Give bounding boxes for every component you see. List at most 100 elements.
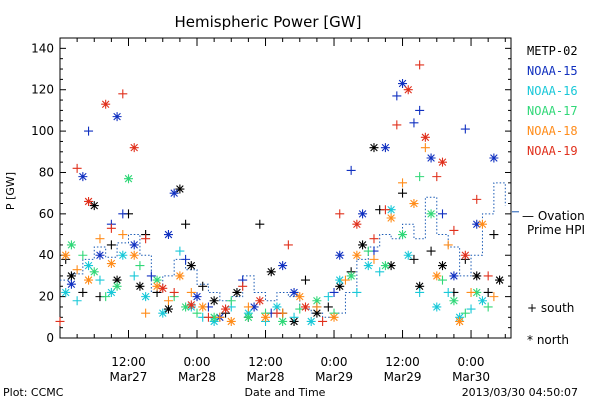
x-tick-time-label: 0:00 — [458, 355, 485, 369]
ovation-hpi-series — [60, 182, 519, 318]
south-marker — [415, 60, 425, 70]
south-marker — [289, 312, 299, 322]
south-marker — [409, 118, 419, 128]
north-marker — [175, 184, 185, 194]
north-marker — [426, 209, 436, 219]
north-marker — [432, 271, 442, 281]
north-marker — [289, 287, 299, 297]
north-marker — [261, 312, 271, 322]
south-marker — [78, 287, 88, 297]
legend-item: NOAA-16 — [527, 84, 578, 98]
legend-item: NOAA-17 — [527, 104, 578, 118]
north-marker — [61, 287, 71, 297]
north-marker — [369, 143, 379, 153]
north-marker — [295, 292, 305, 302]
x-tick-time-label: 12:00 — [248, 355, 283, 369]
north-marker — [152, 275, 162, 285]
ovation-hpi-line — [60, 182, 506, 318]
south-marker — [181, 219, 191, 229]
south-marker — [363, 246, 373, 256]
south-marker — [129, 271, 139, 281]
series-metp-02 — [61, 143, 505, 326]
north-marker — [278, 261, 288, 271]
south-marker — [78, 250, 88, 260]
south-marker — [369, 254, 379, 264]
north-marker — [432, 302, 442, 312]
north-marker — [346, 271, 356, 281]
north-marker — [66, 279, 76, 289]
north-marker — [152, 281, 162, 291]
south-marker — [426, 246, 436, 256]
south-marker — [169, 287, 179, 297]
north-marker — [437, 157, 447, 167]
north-marker — [306, 316, 316, 326]
south-marker — [300, 275, 310, 285]
x-axis: 12:00Mar270:00Mar2812:00Mar280:00Mar2912… — [76, 38, 506, 384]
north-marker — [266, 267, 276, 277]
south-marker — [472, 194, 482, 204]
south-marker — [420, 143, 430, 153]
north-marker — [398, 230, 408, 240]
south-marker — [95, 234, 105, 244]
north-marker — [66, 271, 76, 281]
south-marker — [398, 188, 408, 198]
south-marker — [466, 287, 476, 297]
north-marker — [226, 316, 236, 326]
y-tick-label: 20 — [39, 290, 54, 304]
north-marker — [101, 99, 111, 109]
south-marker — [375, 267, 385, 277]
north-marker — [192, 292, 202, 302]
south-marker — [443, 240, 453, 250]
south-marker — [55, 316, 65, 326]
south-marker — [460, 124, 470, 134]
x-tick-time-label: 0:00 — [321, 355, 348, 369]
south-marker — [72, 163, 82, 173]
north-marker — [477, 296, 487, 306]
south-marker — [432, 172, 442, 182]
south-marker — [215, 312, 225, 322]
south-marker — [243, 302, 253, 312]
south-marker — [466, 304, 476, 314]
north-marker — [358, 240, 368, 250]
south-marker — [392, 91, 402, 101]
south-marker — [203, 312, 213, 322]
south-marker — [238, 281, 248, 291]
north-marker — [278, 316, 288, 326]
north-marker — [255, 296, 265, 306]
north-marker — [426, 153, 436, 163]
north-marker — [78, 172, 88, 182]
south-marker — [186, 287, 196, 297]
north-marker — [272, 302, 282, 312]
north-marker — [300, 302, 310, 312]
south-marker — [483, 302, 493, 312]
south-marker — [489, 230, 499, 240]
north-marker — [472, 219, 482, 229]
north-marker — [477, 219, 487, 229]
x-tick-date-label: Mar27 — [110, 370, 148, 384]
south-marker — [340, 275, 350, 285]
north-marker — [66, 240, 76, 250]
x-tick-date-label: Mar30 — [452, 370, 490, 384]
north-marker — [312, 308, 322, 318]
south-marker — [255, 219, 265, 229]
north-marker — [380, 261, 390, 271]
south-marker — [449, 225, 459, 235]
north-marker — [89, 201, 99, 211]
north-marker — [163, 304, 173, 314]
x-tick-date-label: Mar29 — [315, 370, 353, 384]
south-marker — [72, 265, 82, 275]
north-marker — [129, 240, 139, 250]
legend-item: NOAA-15 — [527, 64, 578, 78]
south-marker — [392, 120, 402, 130]
south-marker — [198, 281, 208, 291]
north-marker — [186, 261, 196, 271]
south-marker — [443, 287, 453, 297]
north-marker — [437, 261, 447, 271]
marker-south-label: + south — [527, 301, 574, 315]
south-marker — [141, 308, 151, 318]
north-marker — [158, 308, 168, 318]
north-marker — [112, 281, 122, 291]
north-marker — [84, 196, 94, 206]
south-marker — [346, 165, 356, 175]
north-marker — [249, 302, 259, 312]
